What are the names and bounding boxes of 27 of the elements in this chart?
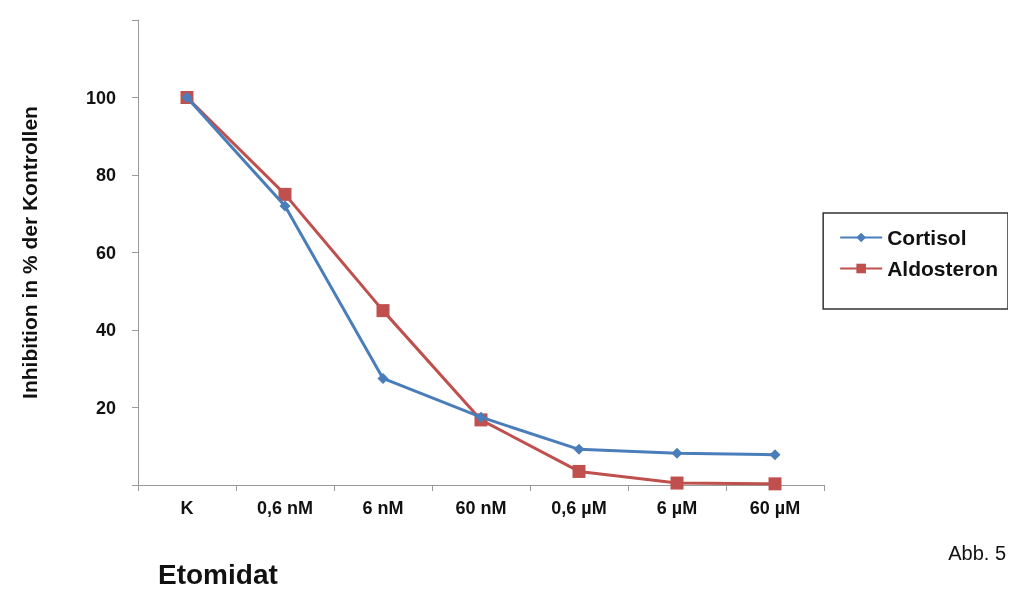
y-tick-label: 60 bbox=[95, 242, 116, 263]
point bbox=[376, 304, 390, 318]
point bbox=[279, 200, 291, 212]
point bbox=[377, 372, 389, 384]
caption: Abb. 5 bbox=[948, 542, 1007, 564]
x-tick-label: 6 nM bbox=[362, 498, 404, 518]
x-tick-label: K bbox=[180, 498, 194, 518]
y-tick-label: 80 bbox=[95, 165, 116, 185]
y-tick-label: 40 bbox=[95, 320, 116, 340]
x-tick-label: 6 µM bbox=[656, 498, 698, 518]
x-tick-label: 0,6 µM bbox=[551, 498, 607, 518]
y-tick-label: 20 bbox=[95, 397, 116, 418]
point bbox=[475, 411, 487, 423]
point bbox=[278, 187, 292, 201]
point bbox=[671, 447, 683, 459]
point bbox=[769, 449, 781, 461]
legend-label: Cortisol bbox=[887, 226, 967, 249]
x-axis-title: Etomidat bbox=[158, 558, 278, 590]
point bbox=[572, 464, 586, 478]
x-tick-label: 60 µM bbox=[749, 498, 801, 518]
y-axis-title: Inhibition in % der Kontrollen bbox=[18, 106, 41, 399]
x-tick-label: 60 nM bbox=[455, 498, 507, 518]
legend-label: Aldosteron bbox=[887, 257, 999, 280]
x-tick-label: 0,6 nM bbox=[256, 498, 314, 518]
point bbox=[768, 477, 782, 491]
y-tick-label: 100 bbox=[85, 87, 116, 108]
point bbox=[670, 476, 684, 490]
